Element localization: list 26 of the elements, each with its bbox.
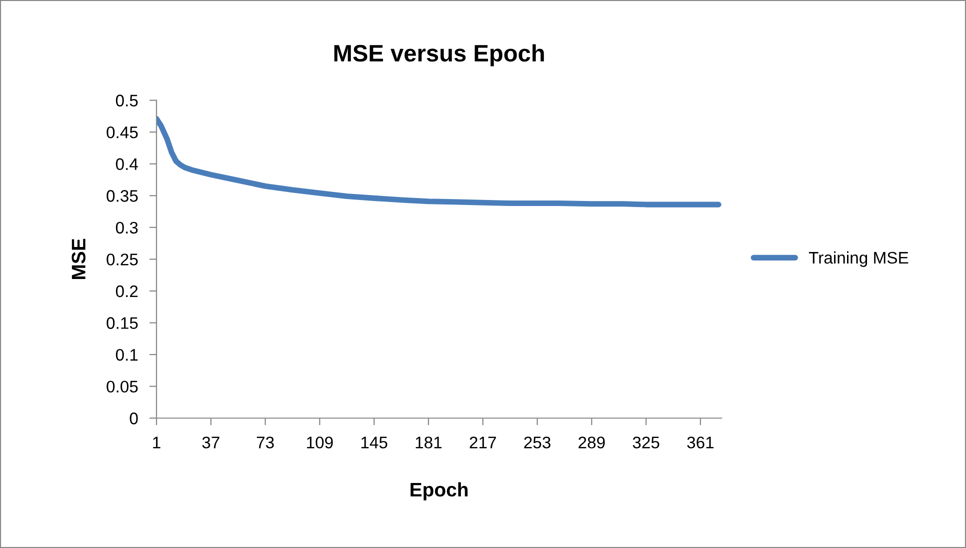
x-tick-label: 181 [416, 436, 442, 448]
x-tick-label: 73 [256, 436, 274, 448]
y-tick-label: 0.1 [116, 348, 138, 361]
y-tick-label: 0 [130, 412, 138, 424]
y-tick-label: 0.2 [116, 285, 138, 298]
x-tick-label: 109 [307, 436, 333, 448]
chart-title: MSE versus Epoch [334, 44, 544, 66]
x-tick-label: 37 [202, 436, 220, 448]
x-tick-label: 361 [687, 436, 714, 448]
x-tick-label: 253 [524, 436, 550, 448]
x-tick-label: 1 [153, 436, 160, 448]
y-tick-label: 0.25 [106, 254, 138, 266]
y-tick-label: 0.3 [116, 222, 138, 234]
y-tick-label: 0.45 [106, 126, 138, 138]
x-tick-label: 217 [470, 436, 496, 448]
y-tick-label: 0.5 [116, 94, 138, 106]
x-tick-label: 289 [578, 436, 605, 448]
y-axis-title: MSE [72, 238, 86, 279]
y-tick-label: 0.4 [116, 158, 138, 170]
y-tick-label: 0.15 [106, 317, 138, 329]
legend-label: Training MSE [808, 251, 908, 267]
x-tick-label: 145 [361, 436, 388, 448]
x-axis-title: Epoch [410, 482, 468, 500]
y-tick-label: 0.05 [106, 380, 138, 393]
y-tick-label: 0.35 [106, 190, 138, 202]
x-tick-label: 325 [632, 436, 660, 448]
